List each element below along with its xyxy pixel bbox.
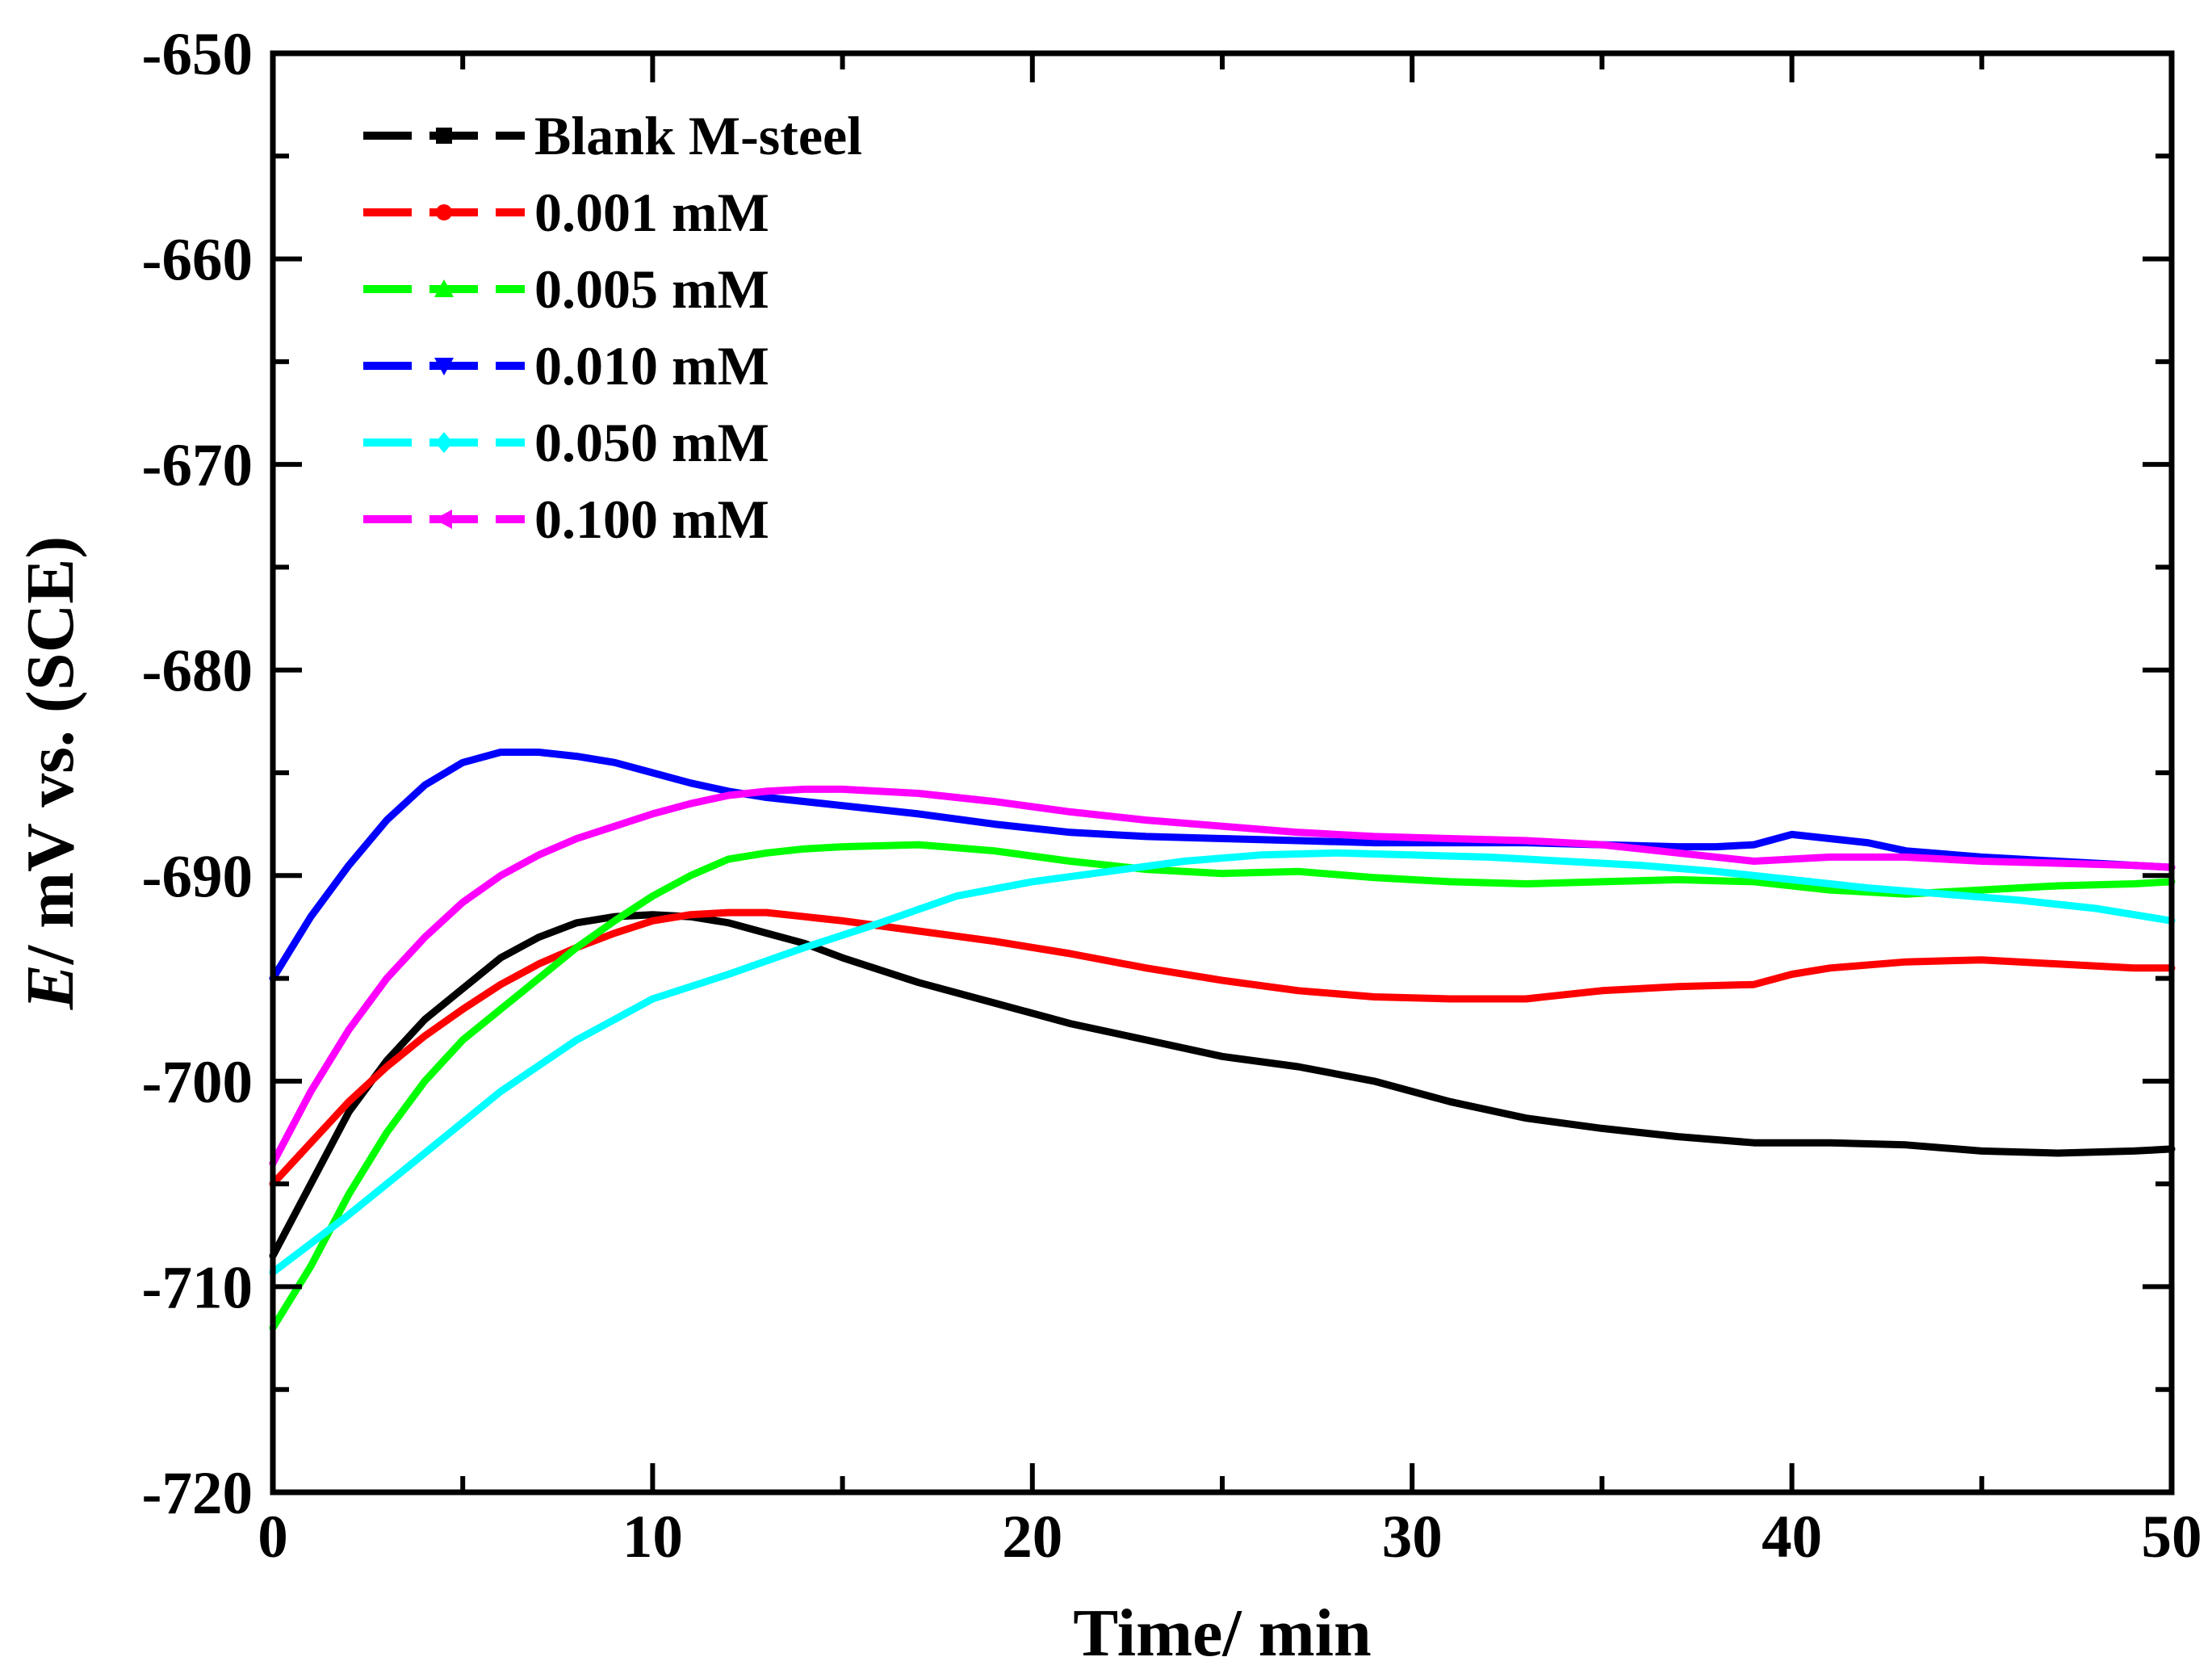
series-line-2 bbox=[269, 841, 2176, 1332]
legend-label-5: 0.100 mM bbox=[534, 489, 769, 550]
legend-marker-2 bbox=[434, 279, 454, 297]
legend-label-0: Blank M-steel bbox=[534, 105, 862, 166]
ticks-layer bbox=[270, 51, 2174, 1495]
series-line-5 bbox=[269, 785, 2176, 1168]
y-axis-title-rest: / mV vs. (SCE) bbox=[13, 536, 88, 966]
y-tick-label: -660 bbox=[142, 227, 253, 294]
series-line-3 bbox=[269, 749, 2176, 983]
x-axis-title: Time/ min bbox=[1073, 1596, 1371, 1671]
series-line-0 bbox=[269, 911, 2176, 1260]
y-tick-label: -680 bbox=[142, 638, 253, 705]
y-tick-label: -700 bbox=[142, 1049, 253, 1116]
y-tick-label: -690 bbox=[142, 843, 253, 910]
y-tick-label: -650 bbox=[142, 21, 253, 88]
x-tick-label: 40 bbox=[1762, 1504, 1822, 1571]
series-line-1 bbox=[269, 908, 2176, 1188]
legend-marker-3 bbox=[434, 358, 454, 375]
y-tick-label: -720 bbox=[142, 1460, 253, 1527]
x-tick-label: 50 bbox=[2142, 1504, 2202, 1571]
x-tick-label: 10 bbox=[622, 1504, 683, 1571]
legend-marker-0 bbox=[436, 128, 452, 144]
legend-marker-4 bbox=[435, 432, 453, 453]
x-tick-label: 20 bbox=[1002, 1504, 1062, 1571]
series-layer bbox=[269, 749, 2176, 1332]
legend-label-2: 0.005 mM bbox=[534, 258, 769, 320]
legend-label-4: 0.050 mM bbox=[534, 412, 769, 473]
tick-labels: 0 10 20 30 40 50 -650 -660 -670 -680 -690 -700 -710 -… bbox=[142, 21, 2202, 1571]
x-tick-label: 30 bbox=[1382, 1504, 1443, 1571]
series-line-4 bbox=[269, 849, 2176, 1277]
y-tick-label: -670 bbox=[142, 432, 253, 499]
legend-label-3: 0.010 mM bbox=[534, 335, 769, 396]
y-axis-title-italic: E bbox=[13, 964, 88, 1010]
legend-marker-5 bbox=[434, 510, 452, 529]
y-axis-title: E/ mV vs. (SCE) bbox=[13, 536, 88, 1011]
legend-label-1: 0.001 mM bbox=[534, 182, 769, 243]
x-tick-label: 0 bbox=[258, 1504, 288, 1571]
y-tick-label: -710 bbox=[142, 1254, 253, 1321]
legend-marker-1 bbox=[436, 204, 452, 220]
legend: Blank M-steel 0.001 mM 0.005 mM 0.010 mM 0.0… bbox=[363, 105, 862, 550]
